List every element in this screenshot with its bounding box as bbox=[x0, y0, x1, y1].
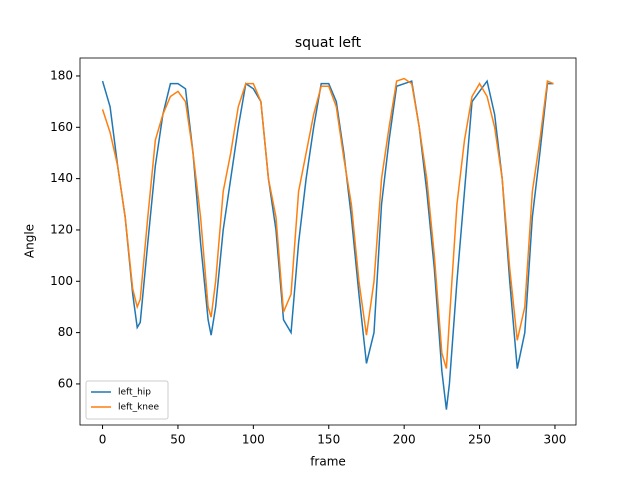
legend-box bbox=[85, 380, 169, 420]
x-tick-label: 150 bbox=[317, 433, 340, 447]
x-tick-label: 50 bbox=[170, 433, 185, 447]
line-series bbox=[101, 79, 554, 410]
plot-frame bbox=[79, 57, 577, 426]
y-tick-label: 160 bbox=[50, 120, 73, 134]
legend-label: left_hip bbox=[118, 388, 151, 398]
x-tick-label: 300 bbox=[544, 433, 567, 447]
y-tick-label: 80 bbox=[58, 325, 73, 339]
y-tick-label: 140 bbox=[50, 171, 73, 185]
legend-label: left_knee bbox=[118, 403, 160, 413]
legend: left_hip left_knee bbox=[85, 380, 169, 420]
x-axis-label: frame bbox=[310, 455, 346, 469]
x-tick-label: 200 bbox=[393, 433, 416, 447]
line-series bbox=[101, 77, 554, 369]
x-tick-label: 250 bbox=[468, 433, 491, 447]
y-tick-label: 180 bbox=[50, 68, 73, 82]
chart-title: squat left bbox=[295, 35, 362, 51]
y-tick-label: 100 bbox=[50, 274, 73, 288]
x-tick-label: 0 bbox=[99, 433, 107, 447]
y-axis-label: Angle bbox=[23, 224, 37, 258]
y-tick-label: 60 bbox=[58, 376, 73, 390]
x-tick-label: 100 bbox=[242, 433, 265, 447]
y-tick-label: 120 bbox=[50, 222, 73, 236]
